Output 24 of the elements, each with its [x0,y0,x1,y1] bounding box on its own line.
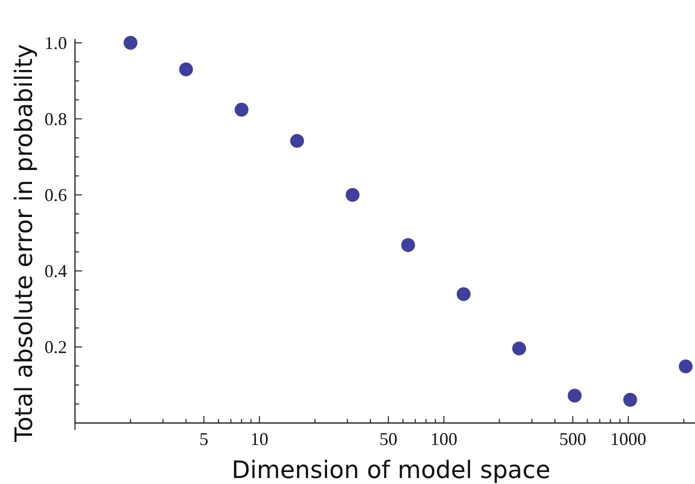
y-axis-title: Total absolute error in probability [10,44,38,443]
point [124,36,138,50]
point [512,342,526,356]
point [179,62,193,76]
point [456,287,471,302]
point [568,388,582,403]
x-tick-label: 50 [379,429,398,449]
point [290,134,304,148]
y-tick-label: 0.2 [44,336,67,357]
x-axis-title: Dimension of model space [232,456,550,484]
x-tick-label: 5 [199,429,208,449]
point [234,102,248,117]
point [401,238,416,252]
point [678,359,693,374]
point [623,392,638,407]
point [346,188,360,202]
y-tick-label: 0.8 [44,108,67,129]
x-tick-label: 500 [559,429,586,449]
x-tick-label: 1000 [610,429,646,449]
x-tick-label: 100 [430,429,458,449]
y-tick-label: 0.4 [44,260,67,281]
y-tick-label: 0.6 [44,184,67,205]
y-tick-label: 1.0 [44,32,67,53]
x-tick-label: 10 [250,429,268,449]
